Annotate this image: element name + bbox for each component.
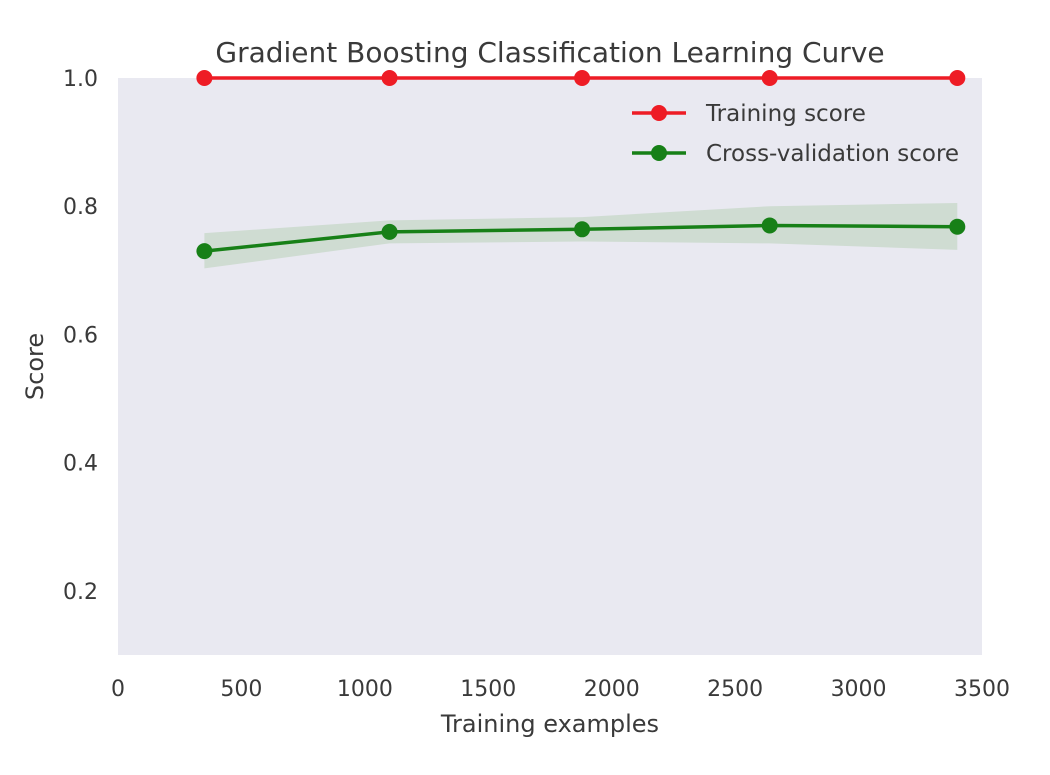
data-point	[761, 217, 778, 234]
data-point	[761, 70, 778, 86]
x-axis-label: Training examples	[440, 710, 659, 738]
data-point	[949, 70, 966, 86]
x-tick-label: 2500	[707, 677, 763, 702]
x-tick-label: 1500	[460, 677, 516, 702]
x-tick-label: 0	[111, 677, 125, 702]
series-markers	[196, 70, 966, 260]
y-tick-label: 0.4	[63, 452, 98, 477]
legend-label: Cross-validation score	[706, 141, 959, 167]
data-point	[574, 70, 591, 86]
legend: Training score Cross-validation score	[632, 101, 959, 167]
data-point	[949, 218, 966, 235]
y-tick-label: 0.2	[63, 580, 98, 605]
y-tick-label: 0.8	[63, 195, 98, 220]
data-point	[574, 221, 591, 238]
chart-title: Gradient Boosting Classification Learnin…	[215, 36, 884, 69]
x-tick-label: 1000	[337, 677, 393, 702]
plot-area	[118, 78, 982, 655]
y-axis-ticks: 0.2 0.4 0.6 0.8 1.0	[63, 67, 98, 605]
y-axis-label: Score	[21, 333, 49, 400]
legend-label: Training score	[705, 101, 866, 127]
x-tick-label: 500	[220, 677, 262, 702]
legend-marker	[651, 105, 667, 121]
y-tick-label: 1.0	[63, 67, 98, 92]
x-tick-label: 2000	[584, 677, 640, 702]
x-tick-label: 3000	[831, 677, 887, 702]
data-point	[196, 243, 213, 260]
data-point	[381, 70, 398, 86]
x-axis-ticks: 0 500 1000 1500 2000 2500 3000 3500	[111, 677, 1010, 702]
data-point	[381, 223, 398, 240]
data-point	[196, 70, 213, 86]
legend-marker	[651, 145, 667, 161]
y-tick-label: 0.6	[63, 323, 98, 348]
x-tick-label: 3500	[954, 677, 1010, 702]
